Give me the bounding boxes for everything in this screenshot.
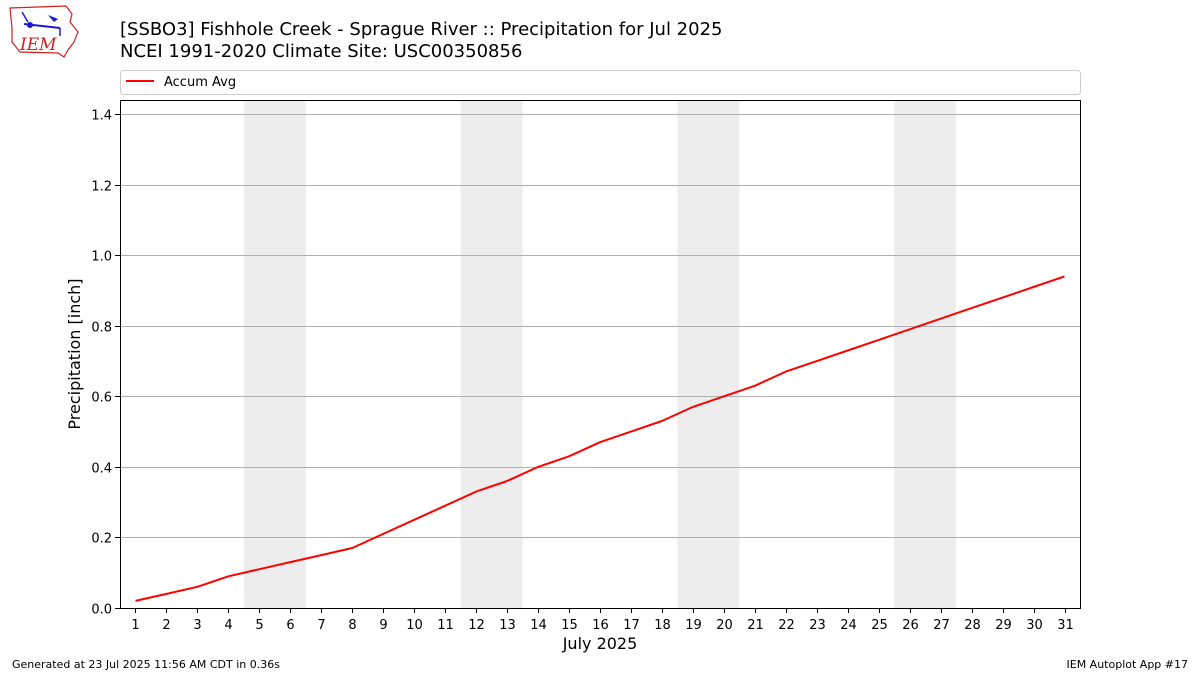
y-tick-label: 1.2 [91,180,112,195]
legend: Accum Avg [120,70,1081,95]
logo-arrow [21,11,29,23]
y-tick-label: 1.0 [91,250,112,265]
x-tick-label: 25 [871,618,888,633]
x-tick-label: 22 [778,618,795,633]
x-tick-label: 17 [623,618,640,633]
x-tick-label: 16 [592,618,609,633]
chart-subtitle: NCEI 1991-2020 Climate Site: USC00350856 [120,41,522,62]
y-axis-ticks: 0.0 0.2 0.4 0.6 0.8 1.0 1.2 1.4 [91,109,120,618]
weekend-band [460,100,523,608]
y-tick-label: 0.2 [91,532,112,547]
x-tick-label: 30 [1026,618,1043,633]
x-tick-label: 4 [224,618,232,633]
x-tick-label: 13 [499,618,516,633]
legend-box [120,70,1081,95]
footer-generated-text: Generated at 23 Jul 2025 11:56 AM CDT in… [12,658,280,671]
x-axis-label: July 2025 [562,634,638,653]
x-tick-label: 23 [809,618,826,633]
x-tick-label: 31 [1057,618,1074,633]
x-tick-label: 20 [716,618,733,633]
x-tick-label: 24 [840,618,857,633]
x-tick-label: 29 [995,618,1012,633]
x-tick-label: 6 [286,618,294,633]
logo-state-outline [9,5,79,58]
x-tick-label: 3 [193,618,201,633]
weekend-bands [243,100,957,608]
grid-lines [120,114,1080,538]
x-tick-label: 11 [437,618,454,633]
x-tick-label: 18 [654,618,671,633]
y-tick-label: 1.4 [91,109,112,124]
x-tick-label: 9 [379,618,387,633]
x-tick-label: 8 [348,618,356,633]
chart-title: [SSBO3] Fishhole Creek - Sprague River :… [120,19,722,40]
x-tick-label: 26 [902,618,919,633]
weekend-band [894,100,957,608]
x-tick-label: 5 [255,618,263,633]
weekend-band [677,100,740,608]
legend-label-accum-avg: Accum Avg [164,75,236,90]
weekend-band [243,100,306,608]
y-tick-label: 0.6 [91,391,112,406]
x-tick-label: 10 [406,618,423,633]
x-tick-label: 28 [964,618,981,633]
x-tick-label: 1 [131,618,139,633]
x-tick-label: 12 [468,618,485,633]
y-tick-label: 0.4 [91,462,112,477]
x-axis-ticks: 1 2 3 4 5 6 7 8 9 10 11 12 13 14 15 16 17 18 19 20 21 22 23 24 2… [131,608,1074,633]
logo-hub [27,22,33,28]
series-layer [135,275,1065,602]
y-tick-label: 0.8 [91,321,112,336]
x-tick-label: 21 [747,618,764,633]
logo-text: IEM [19,35,57,55]
x-tick-label: 2 [162,618,170,633]
x-tick-label: 19 [685,618,702,633]
x-tick-label: 27 [933,618,950,633]
x-tick-label: 15 [561,618,578,633]
logo-flag [48,15,58,22]
y-tick-label: 0.0 [91,603,112,618]
x-tick-label: 7 [317,618,325,633]
y-axis-label: Precipitation [inch] [65,278,84,429]
x-tick-label: 14 [530,618,547,633]
iem-logo: IEM [9,5,79,58]
series-line-accum-avg [135,275,1065,602]
footer-app-text: IEM Autoplot App #17 [1066,658,1189,671]
